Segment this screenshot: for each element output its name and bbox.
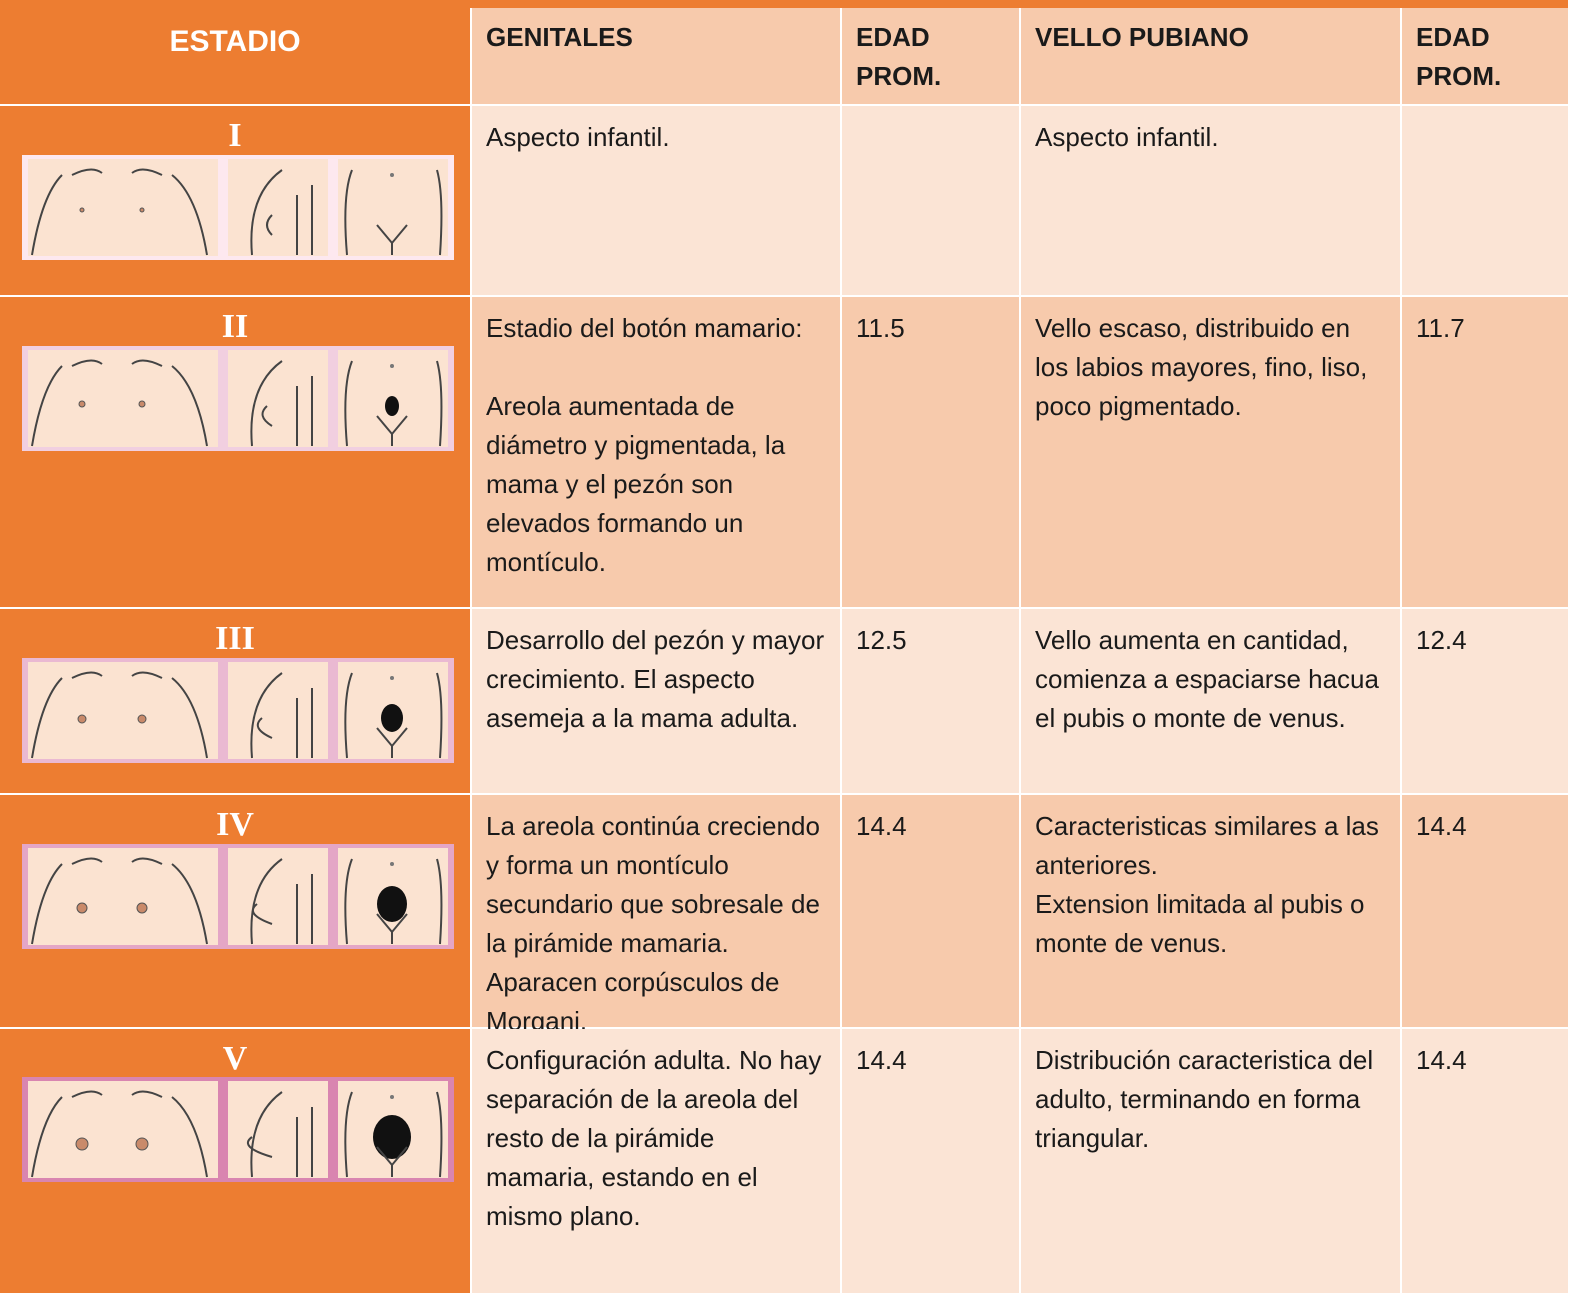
header-text: ESTADIO (169, 25, 301, 58)
edad2-cell: 14.4 (1402, 795, 1568, 1027)
edad2-cell: 12.4 (1402, 609, 1568, 793)
header-cell: EDAD PROM. (842, 8, 1019, 104)
cell-text: 14.4 (856, 1045, 907, 1075)
cell-text: 14.4 (1416, 811, 1467, 841)
cell-text: Extension limitada al pubis o monte de v… (1035, 889, 1365, 958)
stage-numeral: II (221, 308, 249, 345)
estadio-cell: III (0, 609, 470, 793)
illustration (22, 844, 454, 949)
cell-text: 12.5 (856, 625, 907, 655)
vello-cell: Aspecto infantil. (1021, 106, 1400, 295)
edad2-cell (1402, 106, 1568, 295)
header-cell: ESTADIO (0, 8, 470, 104)
genitales-cell: Aspecto infantil. (472, 106, 840, 295)
edad1-cell: 14.4 (842, 1029, 1019, 1293)
cell-text: Desarrollo del pezón y mayor crecimiento… (486, 625, 825, 733)
header-cell: GENITALES (472, 8, 840, 104)
vello-cell: Caracteristicas similares a las anterior… (1021, 795, 1400, 1027)
header-cell: EDAD PROM. (1402, 8, 1568, 104)
cell-text: Distribución caracteristica del adulto, … (1035, 1045, 1374, 1153)
header-cell: VELLO PUBIANO (1021, 8, 1400, 104)
illustration (22, 346, 454, 451)
cell-text: Configuración adulta. No hay separación … (486, 1045, 822, 1231)
top-border (0, 0, 1568, 8)
cell-text: Vello aumenta en cantidad, comienza a es… (1035, 625, 1379, 733)
genitales-cell: La areola continúa creciendo y forma un … (472, 795, 840, 1036)
cell-text: 14.4 (1416, 1045, 1467, 1075)
edad1-cell: 11.5 (842, 297, 1019, 607)
stage-numeral: V (222, 1040, 248, 1077)
cell-text: La areola continúa creciendo y forma un … (486, 811, 820, 1036)
genitales-cell: Estadio del botón mamario: Areola aumenta… (472, 297, 840, 607)
cell-text: 11.7 (1416, 313, 1465, 343)
estadio-cell: I (0, 106, 470, 295)
cell-text: Caracteristicas similares a las anterior… (1035, 811, 1379, 880)
edad2-cell: 14.4 (1402, 1029, 1568, 1293)
stage-numeral: I (228, 117, 242, 154)
header-text: VELLO PUBIANO (1035, 22, 1249, 52)
edad1-cell (842, 106, 1019, 295)
estadio-cell: II (0, 297, 470, 607)
edad2-cell: 11.7 (1402, 297, 1568, 607)
header-text: EDAD PROM. (1416, 22, 1502, 91)
genitales-cell: Desarrollo del pezón y mayor crecimiento… (472, 609, 840, 793)
vello-cell: Vello aumenta en cantidad, comienza a es… (1021, 609, 1400, 793)
genitales-cell: Configuración adulta. No hay separación … (472, 1029, 840, 1293)
cell-text: Estadio del botón mamario: (486, 313, 803, 343)
cell-text: Vello escaso, distribuido en los labios … (1035, 313, 1368, 421)
vello-cell: Distribución caracteristica del adulto, … (1021, 1029, 1400, 1293)
header-text: GENITALES (486, 22, 633, 52)
cell-text: Aspecto infantil. (1035, 122, 1219, 152)
stage-numeral: IV (216, 806, 254, 843)
stage-numeral: III (215, 620, 255, 657)
edad1-cell: 14.4 (842, 795, 1019, 1027)
illustration (22, 155, 454, 260)
cell-text: 11.5 (856, 313, 905, 343)
illustration (22, 1077, 454, 1182)
vello-cell: Vello escaso, distribuido en los labios … (1021, 297, 1400, 607)
cell-text: 12.4 (1416, 625, 1467, 655)
estadio-cell: V (0, 1029, 470, 1293)
illustration (22, 658, 454, 763)
cell-text: 14.4 (856, 811, 907, 841)
cell-text: Aspecto infantil. (486, 122, 670, 152)
header-text: EDAD PROM. (856, 22, 942, 91)
edad1-cell: 12.5 (842, 609, 1019, 793)
cell-text: Areola aumentada de diámetro y pigmentad… (486, 391, 786, 577)
estadio-cell: IV (0, 795, 470, 1027)
